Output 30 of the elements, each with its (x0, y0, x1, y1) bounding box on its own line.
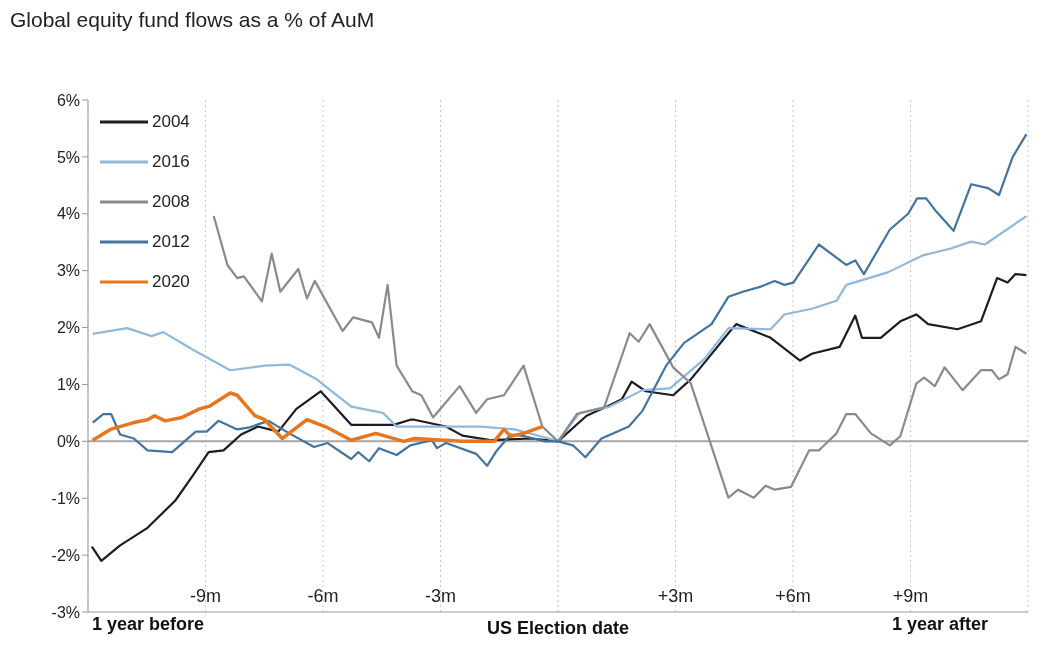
x-tick-label: +9m (892, 586, 929, 606)
line-series (90, 272, 1028, 562)
y-tick-label: -2% (51, 546, 80, 564)
y-tick-label: 4% (56, 205, 80, 223)
legend-label: 2020 (152, 272, 190, 292)
y-tick-label: 5% (56, 148, 80, 166)
line-series (91, 133, 1028, 467)
x-tick-label: +3m (657, 586, 694, 606)
y-tick-label: -1% (51, 489, 80, 507)
chart-title: Global equity fund flows as a % of AuM (10, 8, 376, 33)
y-tick-label: 0% (56, 433, 80, 451)
legend-label: 2016 (152, 152, 190, 172)
line-series (212, 214, 1028, 499)
y-tick-label: -3% (51, 603, 80, 621)
y-tick-label: 1% (56, 376, 80, 394)
legend-label: 2004 (152, 112, 190, 132)
text: 1 year before (92, 614, 205, 635)
y-tick-label: 2% (56, 319, 80, 337)
x-tick-label: -6m (307, 586, 339, 606)
text: 1 year after (891, 614, 988, 635)
y-tick-label: 6% (56, 91, 80, 109)
legend-label: 2008 (152, 192, 190, 212)
ref-line-label: US Election date (486, 618, 630, 638)
line-series (90, 391, 545, 444)
x-tick-label: -9m (190, 586, 221, 606)
line-series (91, 214, 1028, 443)
x-tick-label: -3m (425, 586, 456, 606)
x-tick-label: +6m (775, 586, 811, 606)
y-tick-label: 3% (56, 262, 80, 280)
legend-label: 2012 (152, 232, 190, 252)
